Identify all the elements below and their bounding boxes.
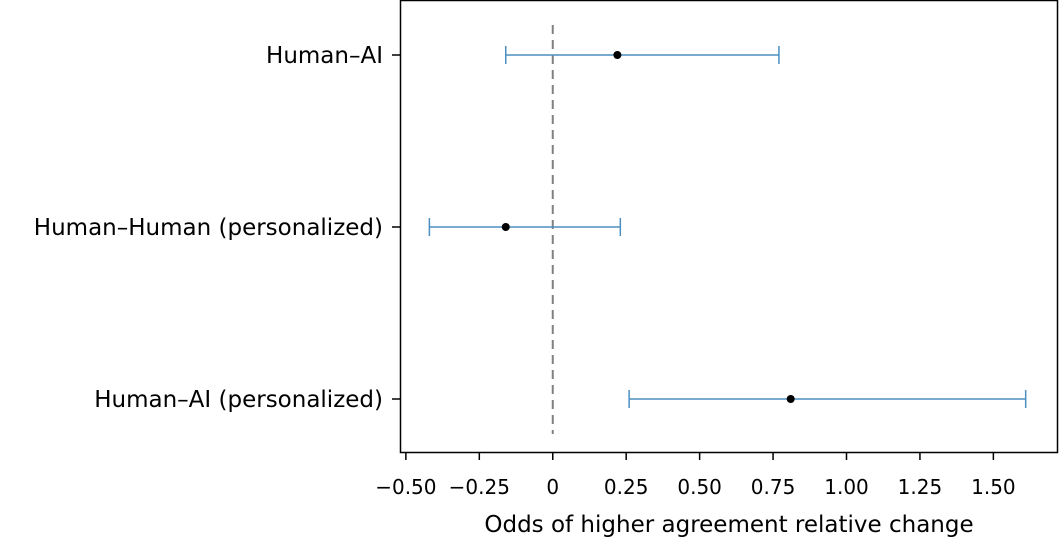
x-tick-label: 1.25: [898, 475, 943, 499]
point-estimate: [786, 395, 795, 403]
point-estimate: [613, 51, 622, 59]
category-label: Human–AI: [266, 43, 383, 69]
x-tick-label: 0.50: [677, 475, 722, 499]
x-tick-label: 1.50: [971, 475, 1016, 499]
x-tick-label: −0.50: [375, 475, 436, 499]
x-tick-label: 1.00: [824, 475, 869, 499]
category-label: Human–Human (personalized): [34, 215, 383, 241]
point-estimate: [501, 223, 510, 231]
x-axis-title: Odds of higher agreement relative change: [484, 512, 973, 538]
x-tick-label: 0: [546, 475, 559, 499]
x-tick-label: −0.25: [449, 475, 510, 499]
category-label: Human–AI (personalized): [94, 387, 383, 413]
plot-frame: [399, 0, 1059, 454]
x-tick-label: 0.75: [751, 475, 796, 499]
x-tick-label: 0.25: [604, 475, 649, 499]
